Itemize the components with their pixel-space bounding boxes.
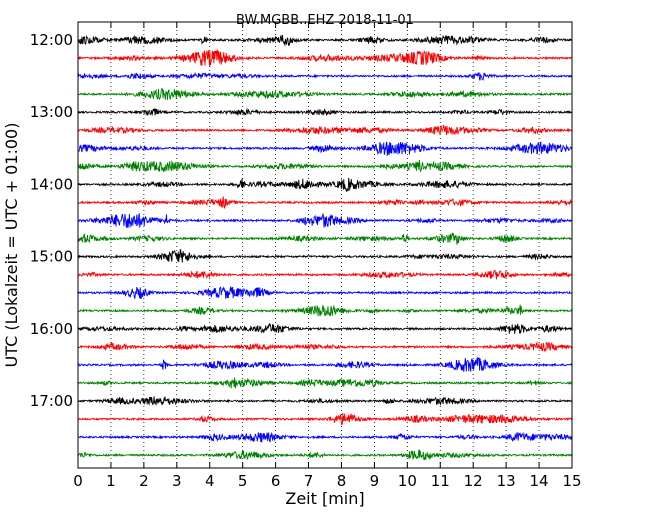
x-tick-label: 13	[497, 472, 516, 490]
trace-1300	[77, 107, 573, 117]
trace-1330	[77, 141, 573, 157]
x-tick-label: 12	[464, 472, 483, 490]
trace-1245	[77, 88, 573, 100]
y-tick-label: 13:00	[30, 103, 73, 121]
trace-1630	[77, 356, 573, 372]
y-tick-label: 16:00	[30, 320, 73, 338]
y-axis-label: UTC (Lokalzeit = UTC + 01:00)	[2, 123, 21, 368]
trace-1500	[77, 249, 573, 263]
trace-1745	[77, 449, 573, 461]
trace-1215	[77, 48, 573, 66]
trace-1545	[77, 304, 573, 317]
y-tick-label: 15:00	[30, 248, 73, 266]
trace-1515	[77, 269, 573, 280]
x-tick-label: 0	[73, 472, 83, 490]
y-tick-label: 17:00	[30, 392, 73, 410]
trace-1430	[77, 212, 573, 228]
trace-1600	[77, 322, 573, 335]
x-tick-label: 10	[398, 472, 417, 490]
x-tick-label: 1	[106, 472, 116, 490]
trace-1415	[77, 196, 573, 209]
x-tick-label: 2	[139, 472, 149, 490]
trace-1400	[77, 177, 573, 193]
chart-title: BW.MGBB..EHZ 2018-11-01	[236, 13, 414, 28]
axis-ticks: 0 1 2 3 4 5 6 7 8 9 10 11 12 13 14 1512:0013:0014:0015:…	[30, 22, 582, 490]
x-tick-label: 8	[337, 472, 347, 490]
trace-1715	[77, 412, 573, 426]
trace-1445	[77, 231, 573, 246]
trace-1730	[77, 431, 573, 443]
x-tick-label: 11	[431, 472, 450, 490]
trace-1645	[77, 377, 573, 389]
x-tick-label: 5	[238, 472, 248, 490]
trace-1615	[77, 341, 573, 352]
trace-1530	[77, 285, 573, 300]
x-tick-label: 15	[562, 472, 581, 490]
seismogram-traces	[77, 34, 573, 461]
y-tick-label: 14:00	[30, 175, 73, 193]
trace-1700	[77, 396, 573, 406]
x-tick-label: 14	[530, 472, 549, 490]
x-tick-label: 9	[370, 472, 380, 490]
trace-1200	[77, 34, 573, 46]
plot-frame	[77, 21, 573, 469]
y-tick-label: 12:00	[30, 31, 73, 49]
x-tick-label: 4	[205, 472, 215, 490]
trace-1345	[77, 159, 573, 173]
trace-1230	[77, 71, 573, 82]
x-tick-label: 7	[304, 472, 314, 490]
x-tick-label: 3	[172, 472, 182, 490]
trace-1315	[77, 124, 573, 136]
x-tick-label: 6	[271, 472, 281, 490]
x-axis-label: Zeit [min]	[285, 489, 364, 508]
